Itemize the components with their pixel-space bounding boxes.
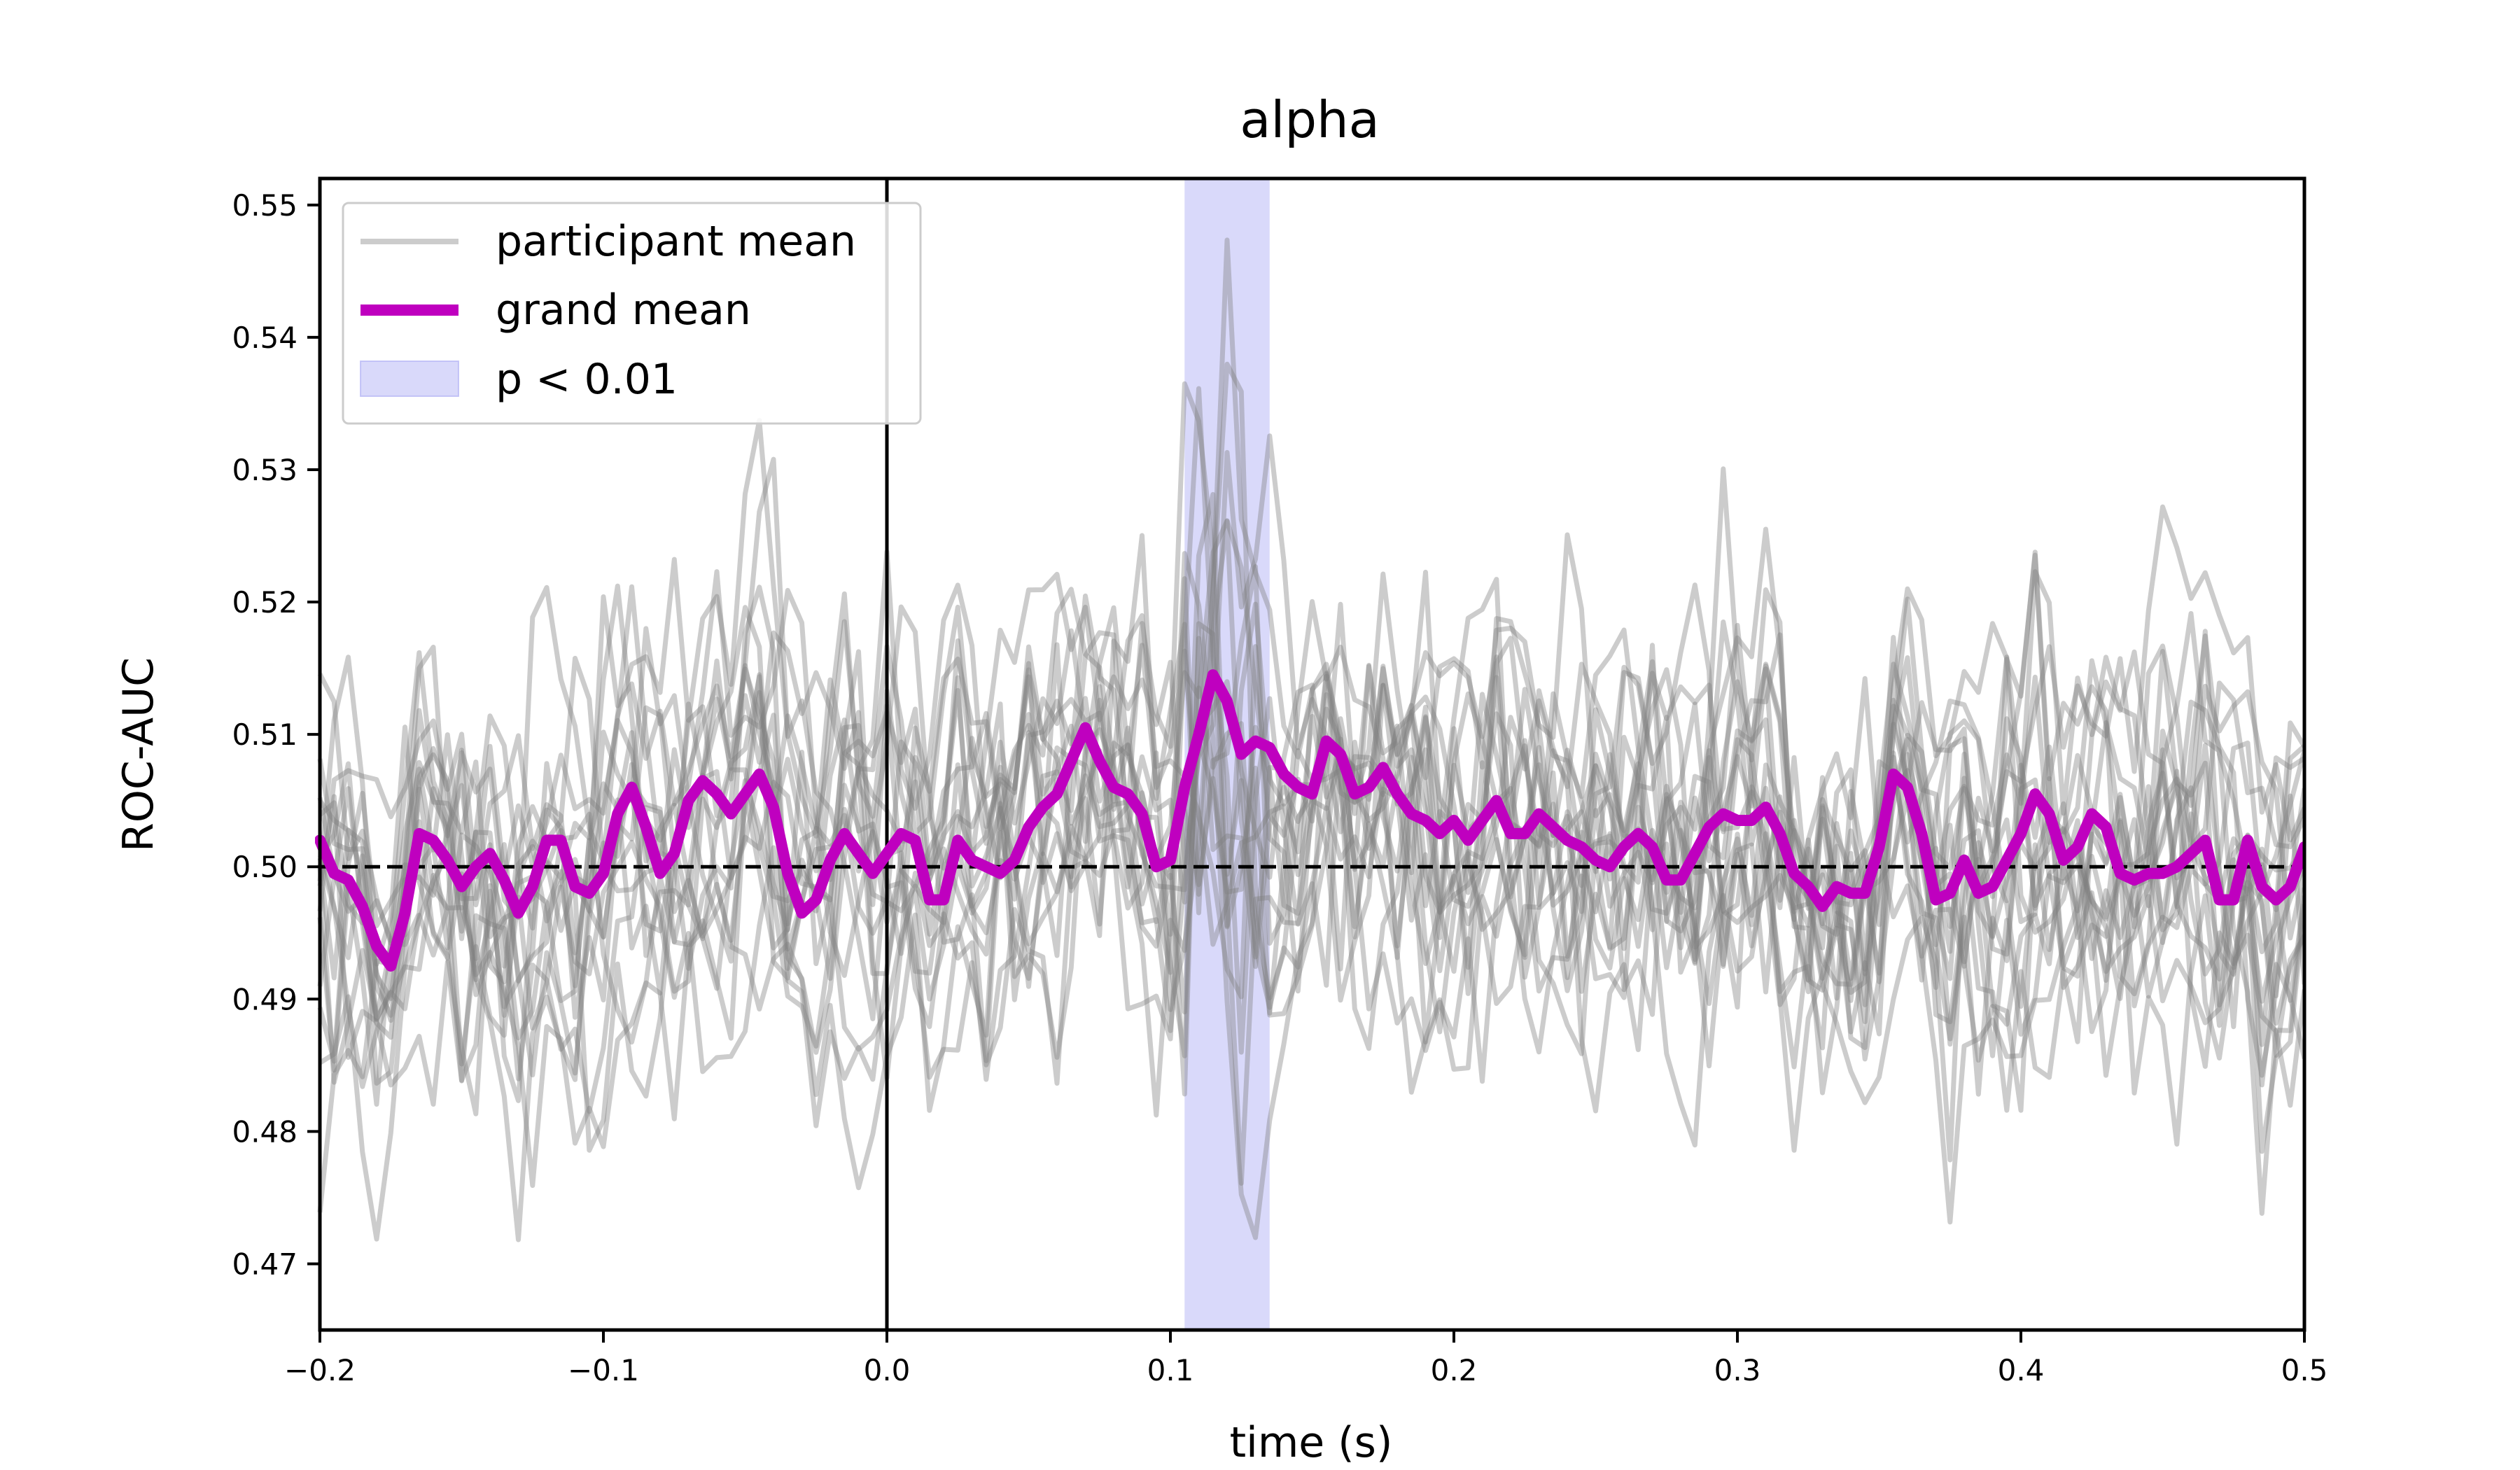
y-tick-label: 0.49 [232, 982, 298, 1016]
y-tick-label: 0.47 [232, 1247, 298, 1281]
legend-significance-swatch [360, 360, 459, 397]
legend: participant mean grand mean p < 0.01 [342, 202, 922, 425]
y-tick-label: 0.51 [232, 718, 298, 752]
participant-line [317, 619, 2304, 1213]
y-axis-label: ROC-AUC [114, 657, 163, 852]
y-axis: 0.47 0.48 0.49 0.50 0.51 0.52 0.53 0.54 0.55 [232, 188, 320, 1281]
y-tick-label: 0.52 [232, 585, 298, 620]
participant-line [317, 549, 2304, 1153]
x-tick-label: −0.1 [568, 1353, 639, 1387]
participant-line [317, 433, 2304, 1097]
x-tick-label: 0.0 [864, 1353, 911, 1387]
x-tick-label: 0.5 [2281, 1353, 2328, 1387]
plot-area [315, 178, 2304, 1330]
x-axis: −0.2 −0.1 0.0 0.1 0.2 0.3 0.4 0.5 [284, 1330, 2328, 1387]
participant-line [317, 518, 2304, 1147]
participant-line [317, 456, 2304, 1154]
participant-line [318, 552, 2304, 1242]
participant-line [318, 551, 2304, 1240]
legend-grand-mean-label: grand mean [496, 286, 751, 335]
legend-participant-label: participant mean [496, 217, 856, 266]
y-tick-label: 0.48 [232, 1114, 298, 1149]
chart-title: alpha [1240, 90, 1380, 149]
y-tick-label: 0.53 [232, 453, 298, 487]
x-tick-label: −0.2 [284, 1353, 356, 1387]
grand-mean-line [315, 669, 2304, 972]
participant-line [317, 386, 2304, 1116]
x-axis-label: time (s) [1230, 1418, 1393, 1467]
legend-box [342, 202, 922, 425]
x-tick-label: 0.2 [1431, 1353, 1478, 1387]
y-tick-label: 0.50 [232, 850, 298, 884]
y-tick-label: 0.54 [232, 321, 298, 355]
x-tick-label: 0.3 [1714, 1353, 1761, 1387]
y-tick-label: 0.55 [232, 188, 298, 223]
participant-line [317, 237, 2304, 1163]
plot-frame [318, 176, 2306, 1332]
x-tick-label: 0.4 [1998, 1353, 2045, 1387]
x-tick-label: 0.1 [1147, 1353, 1194, 1387]
legend-significance-label: p < 0.01 [496, 355, 678, 404]
participant-line [317, 491, 2304, 1128]
